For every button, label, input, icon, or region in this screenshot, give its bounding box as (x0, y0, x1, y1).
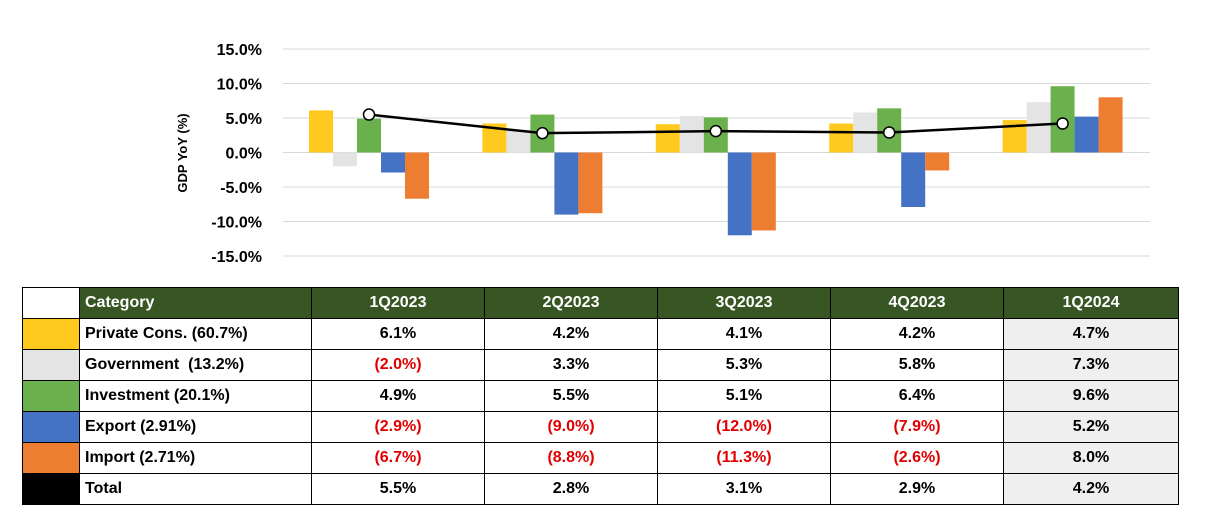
bars (309, 86, 1123, 236)
y-tick-label: -10.0% (211, 215, 262, 232)
table-cell: 6.1% (311, 318, 485, 350)
total-line (362, 108, 1069, 140)
table-cell: (2.9%) (311, 411, 485, 443)
bar (751, 152, 776, 231)
table-cell: 3.3% (484, 349, 658, 381)
table-cell: 4.1% (657, 318, 831, 350)
row-label: Total (79, 473, 312, 505)
legend-swatch (22, 349, 80, 381)
table-cell: 7.3% (1003, 349, 1179, 381)
table-cell: (11.3%) (657, 442, 831, 474)
table-cell: (8.8%) (484, 442, 658, 474)
row-label: Government (13.2%) (79, 349, 312, 381)
data-table: Category 1Q2023 2Q2023 3Q2023 4Q2023 1Q2024 Pr… (22, 287, 1179, 505)
legend-swatch (22, 318, 80, 350)
table-row: Export (2.91%) (2.9%) (9.0%) (12.0%) (7.9%) 5… (22, 411, 1179, 443)
bar (901, 152, 926, 208)
y-tick-label: -15.0% (211, 249, 262, 266)
table-cell: 5.8% (830, 349, 1004, 381)
table-cell: 9.6% (1003, 380, 1179, 412)
bar (655, 124, 680, 153)
bar (1074, 116, 1099, 153)
table-cell: 2.8% (484, 473, 658, 505)
header-period: 3Q2023 (657, 287, 831, 319)
legend-swatch (22, 442, 80, 474)
bar (357, 118, 381, 153)
gdp-chart: 15.0% 10.0% 5.0% 0.0% -5.0% -10.0% -15.0% GDP … (175, 42, 1150, 266)
table-cell: 4.2% (830, 318, 1004, 350)
legend-swatch (22, 411, 80, 443)
header-category: Category (79, 287, 312, 319)
table-row: Government (13.2%) (2.0%) 3.3% 5.3% 5.8% 7.3% (22, 349, 1179, 381)
table-cell: 3.1% (657, 473, 831, 505)
table-row: Import (2.71%) (6.7%) (8.8%) (11.3%) (2.6%) 8… (22, 442, 1179, 474)
bar (1026, 102, 1051, 153)
bar (309, 110, 333, 153)
bar (333, 152, 357, 167)
header-period: 2Q2023 (484, 287, 658, 319)
y-tick-label: 5.0% (226, 111, 262, 128)
y-tick-label: 15.0% (217, 42, 262, 59)
table-cell: 2.9% (830, 473, 1004, 505)
table-cell: 4.2% (1003, 473, 1179, 505)
table-cell: (6.7%) (311, 442, 485, 474)
bar (405, 152, 429, 199)
header-swatch (22, 287, 80, 319)
table-cell: 4.2% (484, 318, 658, 350)
legend-swatch (22, 380, 80, 412)
bar (679, 115, 704, 153)
table-cell: 5.1% (657, 380, 831, 412)
y-tick-label: 0.0% (226, 146, 262, 163)
table-cell: (9.0%) (484, 411, 658, 443)
table-cell: (2.6%) (830, 442, 1004, 474)
table-cell: 5.3% (657, 349, 831, 381)
bar (727, 152, 752, 236)
bar (506, 129, 531, 153)
table-row: Investment (20.1%) 4.9% 5.5% 5.1% 6.4% 9.6% (22, 380, 1179, 412)
bar (554, 152, 579, 215)
bar (1098, 97, 1123, 153)
total-point (362, 108, 376, 121)
table-cell: (12.0%) (657, 411, 831, 443)
row-label: Investment (20.1%) (79, 380, 312, 412)
y-tick-label: -5.0% (220, 180, 262, 197)
total-point (882, 126, 896, 139)
table-header-row: Category 1Q2023 2Q2023 3Q2023 4Q2023 1Q2024 (22, 287, 1179, 319)
table-row: Total 5.5% 2.8% 3.1% 2.9% 4.2% (22, 473, 1179, 505)
table-cell: 5.5% (484, 380, 658, 412)
header-period: 1Q2023 (311, 287, 485, 319)
row-label: Private Cons. (60.7%) (79, 318, 312, 350)
header-period: 1Q2024 (1003, 287, 1179, 319)
table-cell: 5.5% (311, 473, 485, 505)
bar (381, 152, 405, 173)
total-point (1056, 117, 1069, 130)
table-cell: (2.0%) (311, 349, 485, 381)
total-point (709, 124, 723, 138)
y-axis-ticks: 15.0% 10.0% 5.0% 0.0% -5.0% -10.0% -15.0% (211, 42, 262, 266)
bar (829, 123, 854, 153)
table-cell: 4.7% (1003, 318, 1179, 350)
header-period: 4Q2023 (830, 287, 1004, 319)
bar (578, 152, 603, 214)
table-cell: (7.9%) (830, 411, 1004, 443)
total-point (536, 126, 549, 140)
table-cell: 5.2% (1003, 411, 1179, 443)
legend-swatch (22, 473, 80, 505)
y-tick-label: 10.0% (217, 77, 262, 94)
row-label: Export (2.91%) (79, 411, 312, 443)
table-cell: 8.0% (1003, 442, 1179, 474)
row-label: Import (2.71%) (79, 442, 312, 474)
y-axis-title: GDP YoY (%) (175, 113, 190, 192)
bar (925, 152, 950, 171)
table-cell: 6.4% (830, 380, 1004, 412)
table-row: Private Cons. (60.7%) 6.1% 4.2% 4.1% 4.2% 4.7… (22, 318, 1179, 350)
table-cell: 4.9% (311, 380, 485, 412)
